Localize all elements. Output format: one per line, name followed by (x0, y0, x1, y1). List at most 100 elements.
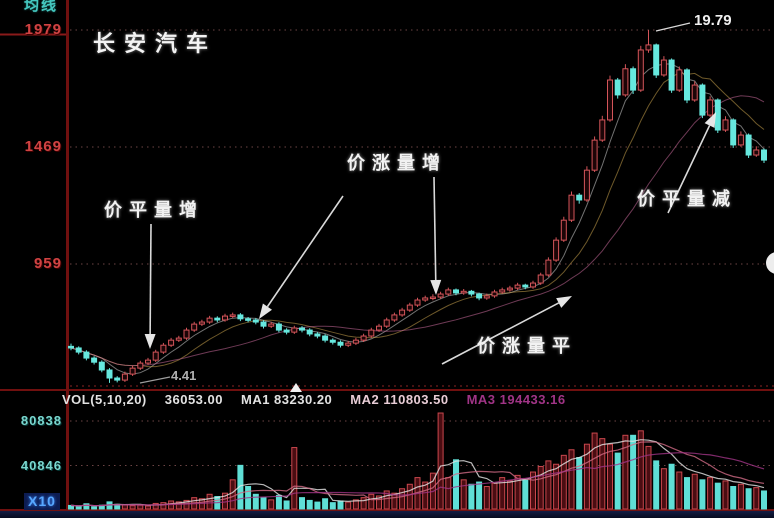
candle-body (175, 337, 182, 341)
volume-ma-line (70, 452, 765, 507)
volume-bar (345, 501, 352, 510)
volume-bar (175, 501, 182, 510)
annotation-arrow-head (144, 333, 156, 349)
candle-body (68, 345, 74, 349)
candle-body (322, 335, 329, 341)
candle-body (476, 293, 483, 299)
edge-white-dot (766, 252, 774, 274)
volume-bar (591, 432, 598, 510)
candle-body (168, 339, 175, 346)
volume-bar (329, 502, 336, 510)
candle-body (637, 49, 644, 91)
volume-bar (514, 474, 521, 510)
candle-body (514, 284, 521, 289)
candle-body (522, 284, 529, 288)
volume-bar (499, 477, 506, 510)
candle-body (91, 357, 98, 363)
volume-bar (637, 430, 644, 510)
candle-body (360, 335, 367, 341)
volume-indicator-value: MA2 110803.50 (350, 392, 449, 407)
candle-body (376, 325, 382, 331)
volume-bar (275, 494, 282, 510)
candle-body (545, 259, 552, 276)
candle-body (722, 119, 729, 131)
volume-bar (322, 498, 329, 510)
price-ma-line (70, 71, 765, 368)
candle-body (114, 377, 121, 381)
volume-bar (645, 445, 652, 510)
volume-bar (468, 483, 475, 510)
pointer-line (139, 376, 171, 384)
candle-body (275, 323, 282, 331)
volume-bar (268, 499, 275, 510)
volume-ma-line (70, 439, 765, 507)
volume-bar (491, 482, 498, 510)
corner-ma-label: 均线 (24, 0, 59, 14)
volume-bar (730, 486, 737, 510)
volume-bar (545, 460, 552, 510)
volume-bar (252, 493, 259, 510)
volume-bar (145, 505, 151, 510)
volume-bar (653, 460, 660, 510)
annotation-arrow-line (266, 195, 344, 308)
candle-body (730, 119, 737, 146)
candle-body (406, 304, 413, 311)
annotation-label: 价平量减 (637, 189, 737, 209)
volume-indicator-value: MA1 83230.20 (241, 392, 333, 407)
volume-bar (614, 452, 621, 510)
volume-bar (630, 434, 637, 510)
candle-body (422, 297, 429, 301)
volume-indicator-readout: VOL(5,10,20) 36053.00 MA1 83230.20 MA2 1108… (62, 392, 566, 407)
price-marker-label: 19.79 (694, 12, 732, 29)
candle-body (429, 296, 436, 300)
annotation-label: 价涨量增 (347, 153, 447, 173)
volume-bar (522, 479, 529, 510)
volume-bar (299, 497, 305, 510)
volume-bar (337, 500, 344, 510)
candle-body (245, 318, 252, 321)
candle-body (607, 79, 613, 121)
annotation-arrow-line (667, 125, 711, 214)
volume-bar (707, 477, 714, 510)
candle-body (229, 314, 236, 317)
candle-body (222, 315, 228, 321)
price-tick-label: 959 (33, 255, 62, 272)
candle-body (691, 84, 698, 101)
candle-body (345, 342, 352, 346)
volume-bar (599, 438, 606, 510)
volume-bar (453, 459, 459, 510)
volume-bar (714, 482, 721, 510)
candle-body (714, 99, 721, 131)
annotation-label: 价涨量平 (477, 336, 577, 356)
volume-bar (237, 464, 244, 510)
volume-bar (314, 501, 321, 510)
volume-bar (722, 480, 729, 510)
candle-body (299, 327, 305, 331)
candle-body (707, 99, 714, 116)
candle-body (268, 323, 275, 327)
candle-body (160, 344, 167, 353)
volume-bar (129, 505, 136, 510)
volume-indicator-value: MA3 194433.16 (466, 392, 566, 407)
volume-bar (745, 488, 752, 510)
annotation-arrow-line (433, 176, 437, 281)
candle-body (352, 339, 359, 344)
separator-triangle-marker (290, 383, 302, 392)
volume-bar (537, 465, 544, 510)
candle-body (530, 282, 536, 288)
volume-bar (753, 487, 760, 510)
volume-bar (607, 443, 613, 510)
volume-tick-label: 80838 (20, 413, 62, 428)
candle-body (237, 314, 244, 320)
candle-body (660, 59, 667, 76)
candle-body (591, 139, 598, 171)
volume-bar (391, 492, 398, 510)
candle-body (453, 289, 459, 294)
candle-body (414, 299, 421, 306)
volume-bar (91, 506, 98, 510)
price-ma-line (70, 95, 765, 367)
candle-body (75, 347, 82, 353)
candle-body (676, 69, 683, 91)
candle-body (645, 44, 652, 51)
price-tick-label: 1469 (24, 138, 62, 155)
